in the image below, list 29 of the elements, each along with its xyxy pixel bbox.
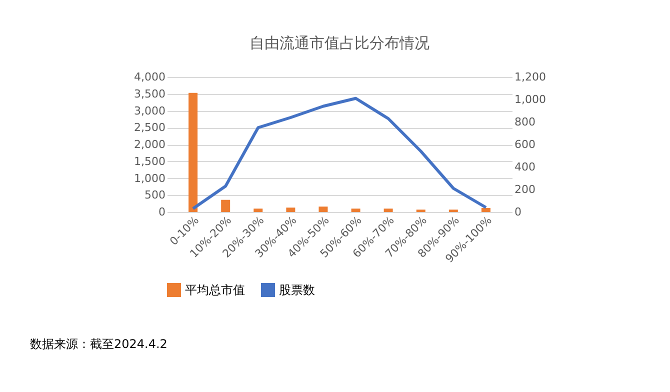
y-tick-label: 2,000 — [134, 138, 166, 151]
y2-tick-label: 800 — [514, 116, 536, 128]
bar — [254, 208, 263, 212]
bar — [384, 208, 393, 212]
y-tick-label: 1,000 — [134, 172, 166, 185]
y2-tick-label: 200 — [514, 183, 536, 196]
y-tick-label: 2,500 — [134, 121, 166, 134]
line-series — [192, 96, 488, 210]
bar — [351, 208, 360, 212]
legend-label: 股票数 — [279, 283, 315, 297]
source-note: 数据来源：截至2024.4.2 — [30, 337, 168, 351]
y2-tick-label: 600 — [514, 138, 536, 151]
y-tick-label: 1,500 — [134, 154, 166, 168]
y-tick-label: 3,000 — [134, 104, 166, 118]
bar — [318, 206, 328, 212]
bar — [286, 208, 296, 212]
y2-tick-label: 400 — [514, 160, 536, 174]
legend-label: 平均总市值 — [185, 283, 245, 297]
y2-tick-label: 1,200 — [514, 70, 546, 84]
y2-tick-label: 1,000 — [514, 93, 546, 106]
bar — [481, 208, 490, 212]
chart-title: 自由流通市值占比分布情况 — [250, 34, 430, 52]
y-tick-label: 4,000 — [134, 70, 166, 84]
bar — [221, 200, 230, 212]
y-tick-label: 3,500 — [134, 87, 166, 100]
bar — [188, 92, 198, 212]
y-tick-label: 500 — [144, 188, 166, 202]
y-tick-label: 0 — [158, 206, 166, 218]
y2-tick-label: 0 — [514, 206, 522, 218]
